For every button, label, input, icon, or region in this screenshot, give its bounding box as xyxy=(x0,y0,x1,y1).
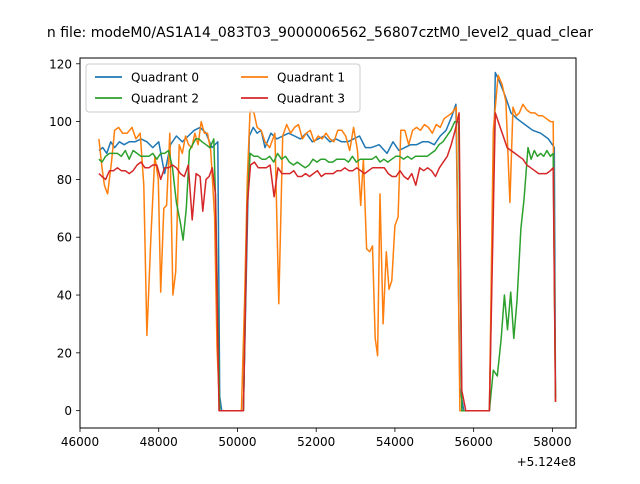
chart-title: n file: modeM0/AS1A14_083T03_9000006562_… xyxy=(47,25,593,41)
y-tick-label: 40 xyxy=(57,289,72,303)
series-line-2 xyxy=(98,120,557,412)
series-line-3 xyxy=(98,112,557,412)
plot-lines xyxy=(98,71,557,412)
y-axis: 0 20 40 60 80 100 120 xyxy=(49,57,80,418)
x-axis: 46000 48000 50000 52000 54000 56000 58000 xyxy=(61,428,571,449)
legend-box xyxy=(85,63,361,113)
y-tick-label: 100 xyxy=(49,115,72,129)
series-line-0 xyxy=(98,71,557,412)
x-tick-label: 54000 xyxy=(376,435,414,449)
legend-label: Quadrant 2 xyxy=(131,92,199,106)
y-tick-label: 0 xyxy=(64,404,72,418)
y-tick-label: 20 xyxy=(57,346,72,360)
legend-label: Quadrant 0 xyxy=(131,71,199,85)
x-tick-label: 58000 xyxy=(533,435,571,449)
x-tick-label: 56000 xyxy=(455,435,493,449)
x-tick-label: 46000 xyxy=(61,435,99,449)
y-tick-label: 120 xyxy=(49,57,72,71)
x-tick-label: 50000 xyxy=(218,435,256,449)
legend: Quadrant 0 Quadrant 1 Quadrant 2 Quadrant 3 xyxy=(85,63,361,113)
y-tick-label: 80 xyxy=(57,173,72,187)
x-tick-label: 52000 xyxy=(297,435,335,449)
series-line-1 xyxy=(98,74,557,412)
legend-label: Quadrant 3 xyxy=(277,92,345,106)
plot-frame xyxy=(79,57,577,429)
x-tick-label: 48000 xyxy=(140,435,178,449)
y-tick-label: 60 xyxy=(57,231,72,245)
x-axis-offset-label: +5.124e8 xyxy=(517,455,576,469)
legend-label: Quadrant 1 xyxy=(277,71,345,85)
